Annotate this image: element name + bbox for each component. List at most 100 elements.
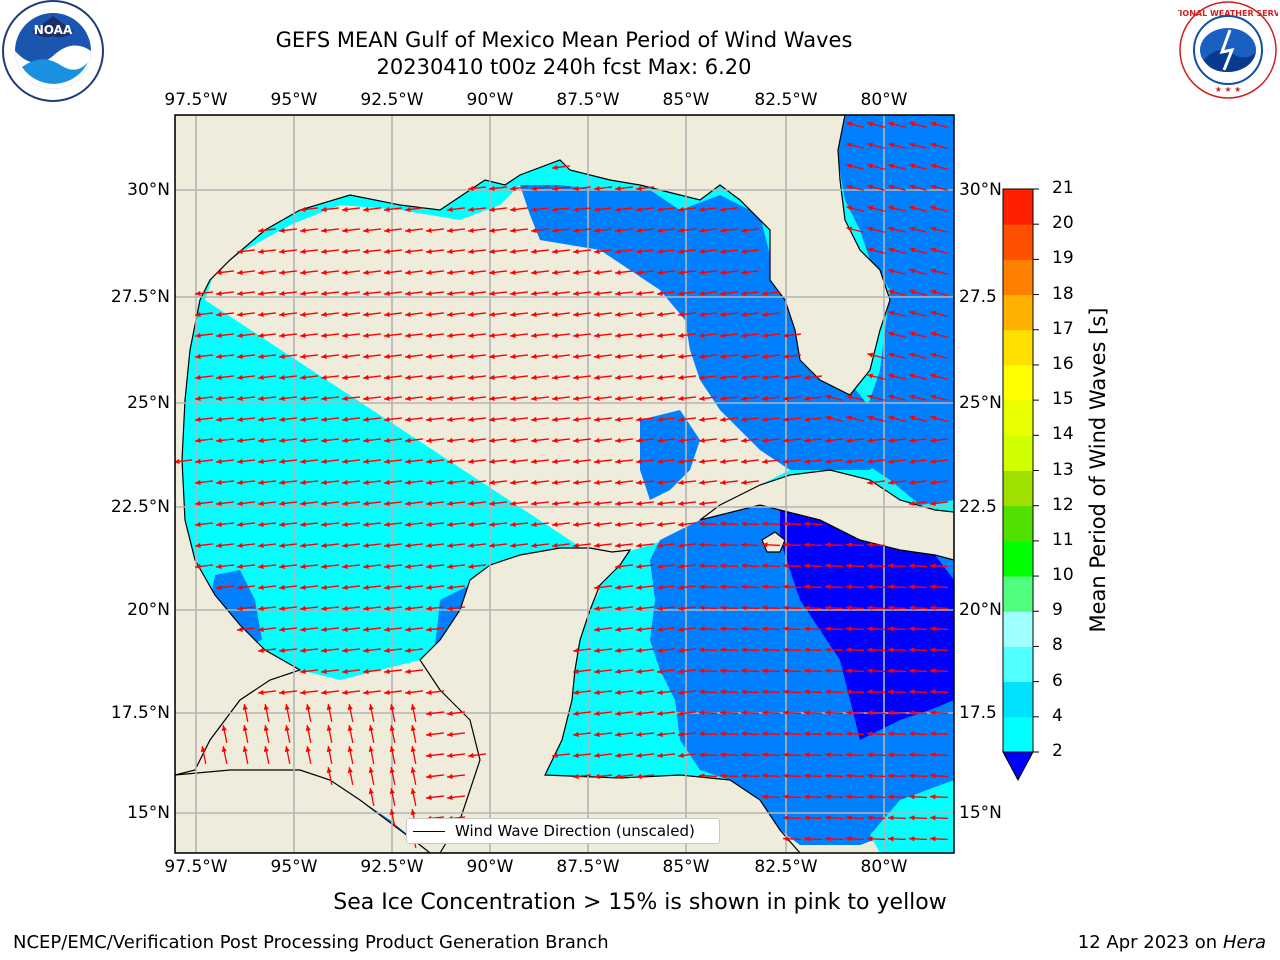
wave-arrow-head	[615, 710, 621, 717]
wave-arrow-head	[783, 668, 789, 674]
wave-arrow-head	[321, 416, 327, 423]
wave-arrow-head	[510, 311, 516, 318]
wave-arrow-head	[636, 605, 642, 612]
wave-arrow-head	[300, 668, 306, 675]
wave-arrow-head	[447, 374, 453, 381]
wave-arrow-head	[216, 269, 222, 276]
wave-arrow-head	[636, 248, 642, 255]
wave-arrow-head	[804, 626, 810, 632]
wave-arrow-head	[867, 731, 873, 737]
wave-arrow-head	[846, 584, 852, 590]
wave-arrow-head	[326, 704, 332, 710]
wave-arrow-head	[594, 647, 600, 654]
cuba-land	[699, 469, 954, 561]
wave-arrow-head	[510, 500, 516, 507]
wave-arrow-head	[300, 311, 306, 318]
wave-arrow-head	[242, 704, 248, 710]
wave-arrow-head	[510, 332, 516, 339]
wave-arrow-head	[489, 332, 495, 339]
wave-arrow-head	[363, 437, 369, 444]
wave-arrow-head	[888, 415, 895, 421]
wave-arrow-head	[825, 668, 831, 674]
wave-arrow-head	[846, 689, 852, 695]
wave-arrow-head	[279, 458, 285, 465]
wave-arrow-head	[804, 437, 810, 444]
wave-arrow-head	[531, 500, 537, 507]
wave-arrow-head	[552, 164, 558, 171]
wave-arrow-head	[384, 458, 390, 465]
wave-arrow-head	[594, 437, 600, 444]
wave-arrow-head	[825, 563, 831, 569]
wave-arrow-head	[363, 647, 369, 654]
wave-arrow-head	[909, 142, 916, 148]
wave-arrow-head	[615, 647, 621, 654]
wave-arrow-head	[741, 563, 747, 569]
wave-arrow-head	[783, 458, 789, 465]
wave-arrow-head	[384, 332, 390, 339]
wave-arrow-head	[636, 542, 642, 549]
colorbar-label: Mean Period of Wind Waves [s]	[1086, 307, 1110, 633]
wave-arrow-head	[573, 332, 579, 339]
wave-arrow-head	[195, 311, 201, 318]
wave-arrow-head	[741, 395, 747, 402]
wave-arrow-head	[909, 794, 915, 800]
lat-label-left: 15°N	[127, 803, 170, 823]
wave-arrow-head	[594, 731, 600, 738]
wave-arrow-head	[699, 668, 705, 674]
wave-arrow-head	[489, 416, 495, 423]
wave-arrow-head	[888, 121, 895, 127]
wave-arrow-head	[552, 311, 558, 318]
wave-arrow-head	[321, 563, 327, 570]
lat-label-left: 20°N	[127, 600, 170, 620]
wave-arrow-head	[447, 479, 453, 486]
wave-arrow-head	[363, 521, 369, 528]
wave-arrow-head	[804, 731, 810, 737]
wave-arrow-head	[342, 269, 348, 276]
western-gulf-blue-patch	[210, 570, 262, 645]
wave-arrow-head	[825, 542, 831, 548]
wave-arrow-head	[279, 395, 285, 402]
wave-arrow-head	[552, 521, 558, 528]
wave-arrow-head	[300, 563, 306, 570]
wave-arrow-head	[888, 731, 894, 737]
wave-arrow-head	[489, 374, 495, 381]
wave-arrow-head	[489, 479, 495, 486]
wave-arrow-head	[804, 584, 810, 590]
wave-arrow-head	[615, 626, 621, 633]
wave-arrow-head	[720, 731, 726, 737]
wave-arrow-head	[300, 542, 306, 549]
wave-arrow-head	[216, 563, 222, 570]
wave-arrow-head	[195, 542, 201, 549]
wave-arrow-head	[657, 752, 663, 759]
wave-arrow-head	[888, 710, 894, 716]
wave-arrow-head	[405, 395, 411, 402]
wave-arrow-head	[300, 416, 306, 423]
wave-arrow-head	[237, 395, 243, 402]
wave-arrow-head	[783, 836, 789, 842]
wave-arrow-head	[888, 331, 895, 337]
wave-arrow-head	[258, 269, 264, 276]
wave-arrow-head	[300, 353, 306, 360]
wave-arrow-head	[300, 206, 306, 213]
wave-arrow-head	[347, 704, 353, 710]
wave-arrow-head	[804, 689, 810, 695]
wave-arrow-head	[699, 206, 705, 213]
wave-arrow-head	[510, 416, 516, 423]
wave-arrow-head	[552, 290, 558, 297]
yucatan-land	[175, 547, 801, 853]
wave-arrow-head	[804, 668, 810, 674]
wave-arrow-head	[237, 332, 243, 339]
wave-arrow-head	[510, 206, 516, 213]
wave-arrow-head	[657, 626, 663, 633]
wave-arrow-head	[405, 206, 411, 213]
wave-arrow-head	[909, 310, 916, 316]
wave-arrow-head	[368, 788, 374, 794]
wave-arrow-head	[741, 374, 747, 381]
wave-arrow-head	[909, 752, 915, 758]
wave-arrow-head	[347, 746, 353, 752]
wave-arrow-head	[846, 605, 852, 611]
wave-arrow-head	[657, 584, 663, 591]
wave-arrow-head	[321, 395, 327, 402]
wave-arrow-head	[699, 689, 705, 695]
wave-arrow-head	[216, 311, 222, 318]
